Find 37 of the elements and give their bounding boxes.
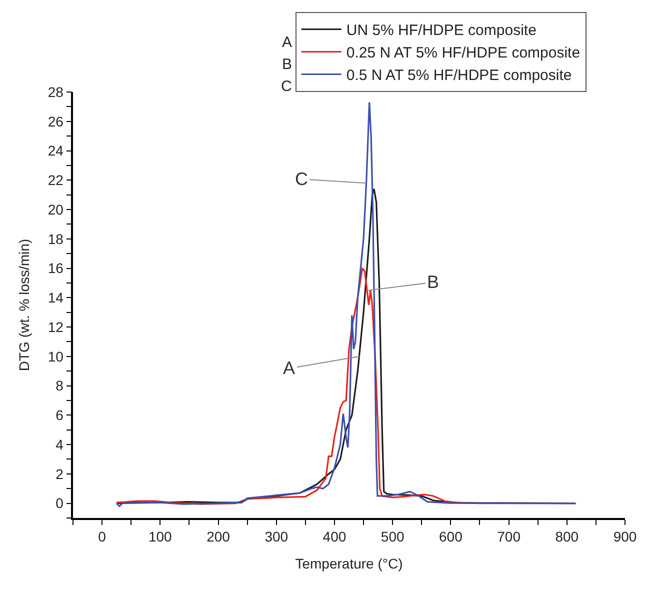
text: A	[282, 34, 292, 51]
y-tick-label: 8	[56, 378, 64, 394]
x-axis-title: Temperature (°C)	[295, 555, 403, 572]
y-tick-label: 28	[48, 84, 64, 100]
annotation: C	[295, 169, 308, 189]
text: B	[282, 56, 292, 73]
x-tick-label: 0	[98, 528, 106, 545]
y-tick-label: 20	[48, 201, 64, 218]
legend-label: UN 5% HF/HDPE composite	[346, 22, 536, 40]
y-tick-label: 14	[48, 290, 64, 306]
x-tick-label: 100	[148, 528, 172, 545]
x-tick-label: 200	[206, 528, 230, 545]
y-tick-label: 4	[56, 436, 64, 452]
annotation: A	[283, 358, 296, 378]
y-tick-label: 16	[48, 260, 64, 276]
y-tick-label: 0	[56, 495, 64, 512]
y-tick-label: 22	[48, 172, 64, 188]
y-tick-label: 12	[48, 318, 64, 335]
x-tick-label: 400	[322, 528, 346, 545]
y-tick-label: 2	[56, 466, 64, 482]
x-tick-label: 300	[264, 528, 288, 545]
annotation: B	[427, 272, 440, 292]
line-series	[116, 101, 576, 508]
x-tick-label: 800	[555, 528, 579, 545]
x-tick-label: 600	[439, 528, 463, 545]
y-tick-label: 26	[48, 113, 64, 130]
x-tick-label: 700	[497, 528, 521, 545]
x-tick-label: 900	[613, 528, 637, 545]
y-axis-title: DTG (wt. % loss/min)	[16, 238, 32, 372]
y-tick-label: 24	[48, 142, 64, 159]
y-tick-label: 18	[48, 230, 64, 247]
annotation: C	[281, 78, 292, 95]
y-tick-label: 6	[56, 407, 64, 424]
y-tick-label: 10	[48, 348, 64, 364]
x-tick-label: 500	[380, 528, 404, 545]
legend-label: 0.5 N AT 5% HF/HDPE composite	[346, 67, 572, 84]
legend-label: 0.25 N AT 5% HF/HDPE composite	[346, 44, 580, 62]
